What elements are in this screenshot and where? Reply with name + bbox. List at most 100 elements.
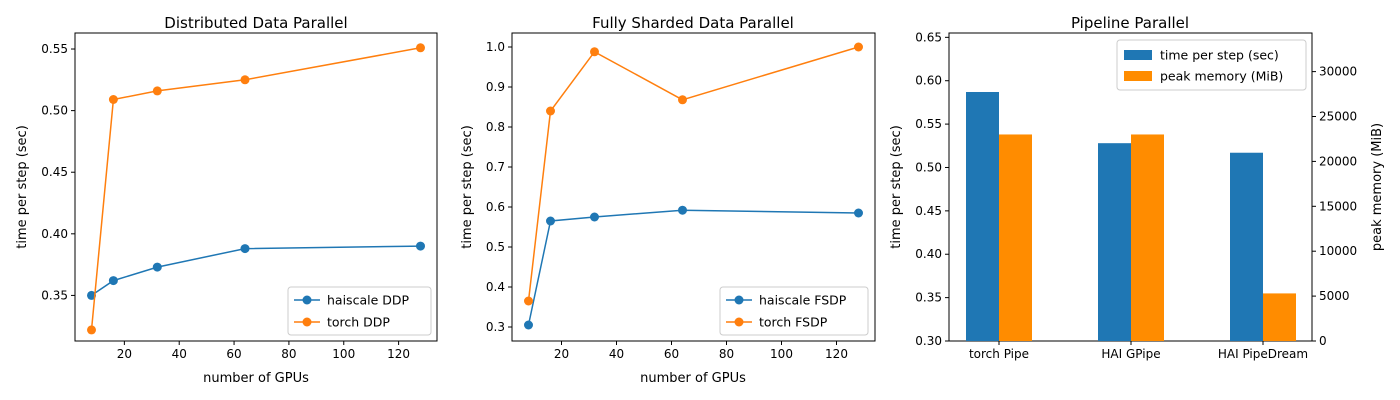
data-point [416,241,425,251]
chart-pipeline: Pipeline Parallel time per step (sec) pe… [889,14,1385,361]
x-tick-label: 120 [825,347,848,361]
data-point [152,86,162,96]
y-axis-label: time per step (sec) [460,125,475,249]
y-tick-label: 0.45 [41,165,68,179]
y-tick-label: 0.35 [915,291,942,305]
bar-time-per-step [966,91,999,341]
y-tick-label: 0.55 [915,117,942,131]
data-point [108,95,118,104]
y-tick-label-right: 0 [1319,334,1327,348]
y-axis-label: time per step (sec) [15,125,30,249]
y-tick-label: 0.40 [41,227,68,241]
legend-swatch-marker [302,295,312,305]
y-tick-label: 0.40 [915,247,942,261]
y-ticks: 0.3 0.4 0.5 0.6 0.7 0.8 0.9 1.0 [486,40,512,334]
legend-swatch-marker [734,317,744,327]
y-tick-label-right: 15000 [1319,199,1357,213]
x-tick-label: 60 [664,347,679,361]
y-ticks: 0.30 0.35 0.40 0.45 0.50 0.55 0.60 0.65 [915,30,949,348]
data-point [546,216,555,226]
y-ticks: 0.35 0.40 0.45 0.50 0.55 [41,42,75,302]
data-point [854,208,863,218]
data-point [854,42,863,52]
y-tick-label-right: 30000 [1319,65,1357,79]
y-tick-label: 0.30 [915,334,942,348]
y-tick-label: 0.6 [486,200,505,214]
x-ticks: 20 40 60 80 100 120 [117,341,410,361]
y-axis-label: time per step (sec) [889,125,904,249]
data-point [416,43,425,53]
y-tick-label: 0.35 [41,288,68,302]
data-point [524,320,533,330]
legend: time per step (sec) peak memory (MiB) [1116,39,1307,91]
y-tick-label-right: 5000 [1319,289,1350,303]
data-point [590,212,599,222]
legend-label: time per step (sec) [1160,48,1279,63]
data-point [240,75,250,85]
chart-ddp: Distributed Data Parallel number of GPUs… [15,14,438,386]
bar-peak-memory [1131,134,1164,341]
x-tick-label: 120 [387,347,410,361]
y-tick-label: 0.8 [486,120,505,134]
chart-title: Pipeline Parallel [1071,14,1189,32]
x-tick-label: torch Pipe [969,347,1029,361]
legend: haiscale FSDP torch FSDP [719,286,869,336]
x-tick-label: HAI GPipe [1101,347,1160,361]
y-tick-label: 0.55 [41,42,68,56]
y-tick-label: 0.50 [915,160,942,174]
chart-fsdp: Fully Sharded Data Parallel number of GP… [460,14,876,386]
x-tick-label: 20 [554,347,569,361]
legend-swatch-marker [302,317,312,327]
y-tick-label: 0.65 [915,30,942,44]
y-tick-label-right: 20000 [1319,154,1357,168]
y-tick-label-right: 25000 [1319,110,1357,124]
y-tick-label: 1.0 [486,40,505,54]
x-axis-label: number of GPUs [640,371,746,386]
y-ticks-right: 0 5000 10000 15000 20000 25000 30000 [1312,65,1357,348]
legend-label: peak memory (MiB) [1160,69,1283,84]
legend-box [719,286,869,336]
x-ticks: 20 40 60 80 100 120 [554,341,848,361]
y-tick-label: 0.5 [486,240,505,254]
series-layer [524,42,863,330]
data-point [546,106,555,116]
y-tick-label: 0.60 [915,74,942,88]
legend-label: haiscale FSDP [759,293,847,308]
y-tick-label: 0.4 [486,280,505,294]
chart-title: Fully Sharded Data Parallel [592,14,794,32]
data-point [678,205,687,215]
y-axis-label-right: peak memory (MiB) [1370,123,1385,251]
x-tick-label: 100 [332,347,355,361]
bar-peak-memory [999,134,1032,341]
legend-label: torch FSDP [759,315,828,330]
legend: haiscale DDP torch DDP [287,286,432,336]
chart-title: Distributed Data Parallel [164,14,347,32]
x-ticks: torch Pipe HAI GPipe HAI PipeDream [969,341,1308,361]
bars-layer [966,91,1296,341]
data-point [87,290,96,300]
y-tick-label: 0.45 [915,204,942,218]
legend-label: haiscale DDP [327,293,409,308]
data-point [152,262,162,272]
bar-time-per-step [1230,152,1263,341]
series-layer [87,43,425,335]
x-tick-label: 40 [172,347,187,361]
x-tick-label: 80 [281,347,296,361]
data-point [87,325,96,335]
data-point [524,296,533,306]
x-tick-label: 100 [770,347,793,361]
data-point [240,244,250,254]
x-tick-label: 40 [609,347,624,361]
y-tick-label: 0.7 [486,160,505,174]
bar-peak-memory [1263,293,1296,341]
y-tick-label: 0.9 [486,80,505,94]
x-axis-label: number of GPUs [203,371,309,386]
legend-box [287,286,432,336]
x-tick-label: HAI PipeDream [1218,347,1308,361]
x-tick-label: 20 [117,347,132,361]
bar-time-per-step [1098,143,1131,341]
legend-swatch [1124,50,1152,60]
legend-label: torch DDP [327,315,390,330]
data-point [590,47,599,57]
